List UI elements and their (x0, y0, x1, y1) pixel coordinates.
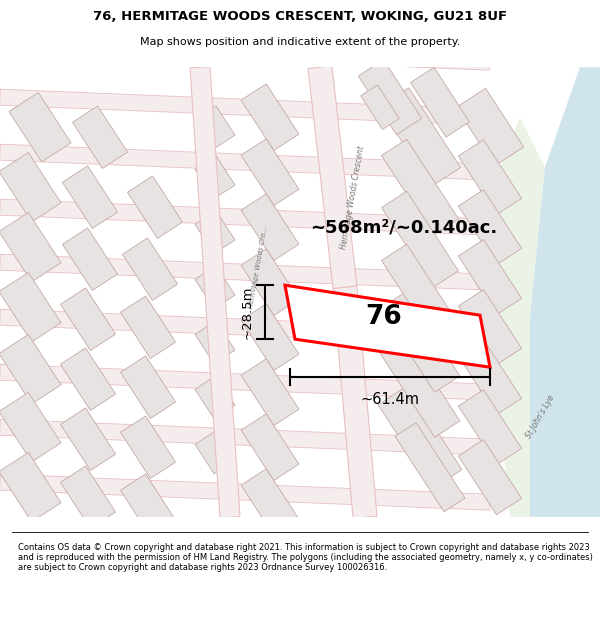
Polygon shape (0, 34, 490, 70)
Polygon shape (410, 68, 469, 137)
Polygon shape (395, 422, 465, 512)
Polygon shape (195, 106, 235, 149)
Polygon shape (195, 376, 235, 419)
Polygon shape (361, 85, 399, 129)
Polygon shape (61, 466, 116, 528)
Polygon shape (0, 309, 490, 345)
Polygon shape (456, 88, 524, 166)
Polygon shape (382, 191, 458, 288)
Polygon shape (241, 469, 299, 536)
Polygon shape (458, 339, 521, 415)
Polygon shape (0, 419, 490, 455)
Polygon shape (458, 439, 521, 515)
Polygon shape (122, 238, 178, 301)
Polygon shape (241, 304, 299, 371)
Text: Hermitage Woods Cre...: Hermitage Woods Cre... (248, 226, 268, 309)
Polygon shape (0, 334, 61, 404)
Text: ~61.4m: ~61.4m (361, 392, 419, 407)
Polygon shape (61, 288, 116, 351)
Polygon shape (285, 285, 490, 367)
Polygon shape (380, 337, 460, 437)
Text: St John's Lye: St John's Lye (524, 394, 556, 441)
Polygon shape (0, 272, 61, 342)
Polygon shape (458, 189, 521, 265)
Polygon shape (0, 152, 61, 222)
Polygon shape (0, 213, 61, 282)
Polygon shape (308, 66, 357, 289)
Polygon shape (382, 244, 458, 340)
Polygon shape (458, 139, 521, 215)
Polygon shape (458, 389, 521, 465)
Polygon shape (61, 348, 116, 411)
Text: Hermitage Woods Crescent: Hermitage Woods Crescent (340, 145, 367, 249)
Polygon shape (0, 89, 490, 125)
Polygon shape (9, 92, 71, 162)
Polygon shape (358, 59, 422, 135)
Polygon shape (195, 266, 235, 309)
Polygon shape (333, 286, 377, 518)
Polygon shape (458, 289, 521, 365)
Polygon shape (121, 474, 176, 536)
Text: 76: 76 (365, 304, 402, 330)
Polygon shape (0, 144, 490, 180)
Polygon shape (241, 139, 299, 206)
Text: ~28.5m: ~28.5m (241, 286, 254, 339)
Polygon shape (0, 199, 490, 235)
Polygon shape (490, 118, 545, 517)
Polygon shape (190, 66, 240, 518)
Polygon shape (458, 239, 521, 315)
Polygon shape (195, 431, 235, 474)
Polygon shape (121, 296, 176, 358)
Polygon shape (195, 321, 235, 364)
Polygon shape (382, 139, 458, 235)
Polygon shape (0, 452, 61, 522)
Polygon shape (62, 166, 118, 228)
Polygon shape (241, 414, 299, 481)
Polygon shape (241, 249, 299, 316)
Polygon shape (241, 194, 299, 261)
Polygon shape (378, 386, 462, 489)
Polygon shape (241, 84, 299, 151)
Polygon shape (195, 211, 235, 254)
Polygon shape (121, 416, 176, 478)
Text: Contains OS data © Crown copyright and database right 2021. This information is : Contains OS data © Crown copyright and d… (18, 542, 593, 572)
Text: 76, HERMITAGE WOODS CRESCENT, WOKING, GU21 8UF: 76, HERMITAGE WOODS CRESCENT, WOKING, GU… (93, 11, 507, 23)
Polygon shape (121, 356, 176, 418)
Polygon shape (0, 474, 490, 510)
Polygon shape (0, 254, 490, 290)
Polygon shape (0, 529, 490, 565)
Polygon shape (379, 88, 461, 186)
Polygon shape (0, 392, 61, 462)
Text: Map shows position and indicative extent of the property.: Map shows position and indicative extent… (140, 38, 460, 47)
Polygon shape (241, 359, 299, 426)
Polygon shape (0, 364, 490, 400)
Polygon shape (62, 228, 118, 291)
Polygon shape (195, 156, 235, 199)
Polygon shape (61, 408, 116, 471)
Polygon shape (73, 106, 128, 168)
Polygon shape (530, 67, 600, 517)
Text: ~568m²/~0.140ac.: ~568m²/~0.140ac. (310, 218, 497, 236)
Polygon shape (380, 292, 460, 392)
Polygon shape (127, 176, 182, 238)
